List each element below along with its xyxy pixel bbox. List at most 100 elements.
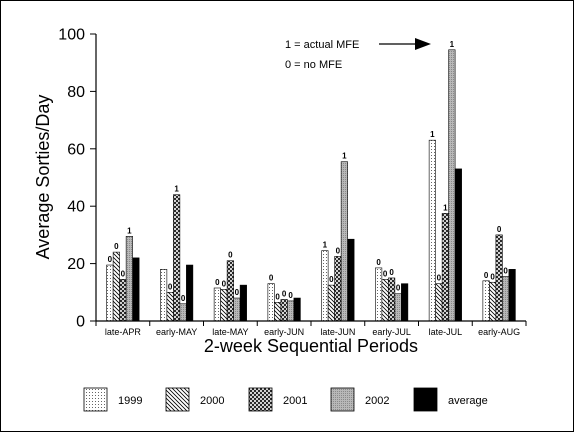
bar-label-2002-late-MAY: 0: [235, 288, 240, 297]
y-tick-label: 20: [67, 256, 85, 273]
bar-1999-late-JUN: [321, 250, 329, 322]
bar-label-2001-early-JUL: 0: [389, 268, 394, 277]
bar-2001-early-JUN: [280, 299, 288, 322]
bar-2001-early-AUG: [495, 234, 503, 322]
bar-label-2000-late-JUN: 0: [329, 275, 334, 284]
legend-label-average: average: [448, 395, 488, 407]
bar-1999-early-MAY: [160, 269, 168, 322]
bar-average-late-APR: [132, 257, 140, 322]
bar-2002-late-JUL: [448, 49, 456, 322]
y-tick-label: 40: [67, 199, 85, 216]
legend-swatch-1999: [83, 387, 108, 412]
annotation-line-1: 1 = actual MFE: [285, 39, 359, 51]
legend-label-2000: 2000: [200, 395, 224, 407]
bar-average-late-JUN: [347, 238, 355, 322]
bar-2000-early-JUN: [274, 302, 282, 322]
legend-swatch-2002: [330, 387, 355, 412]
bar-1999-late-JUL: [428, 139, 436, 322]
bar-label-2000-early-MAY: 0: [168, 282, 173, 291]
bar-label-1999-early-JUL: 0: [376, 258, 381, 267]
bar-label-2001-early-AUG: 0: [497, 225, 502, 234]
bar-label-2001-late-APR: 0: [121, 269, 126, 278]
bar-average-early-MAY: [186, 264, 194, 322]
bar-2002-late-APR: [125, 236, 133, 322]
x-tick-label: early-JUN: [264, 327, 304, 337]
bar-2000-early-AUG: [489, 281, 497, 322]
bar-label-1999-late-JUL: 1: [430, 130, 435, 139]
bar-2001-early-MAY: [173, 194, 181, 322]
bar-label-2000-early-JUN: 0: [275, 292, 280, 301]
bar-2002-late-MAY: [233, 297, 241, 322]
bar-2002-early-MAY: [179, 303, 187, 322]
y-tick-label: 0: [76, 314, 85, 331]
bars-layer: [106, 49, 516, 322]
bar-1999-early-JUL: [375, 267, 383, 322]
bar-1999-late-APR: [106, 264, 114, 322]
bar-label-2000-late-APR: 0: [114, 242, 119, 251]
y-tick-label: 100: [58, 27, 85, 44]
bar-2001-late-JUN: [334, 256, 342, 322]
bar-label-2002-late-APR: 1: [127, 226, 132, 235]
x-tick-label: late-APR: [105, 327, 142, 337]
y-ticks: 0 20 40 60 80 100: [58, 27, 96, 331]
bar-label-2002-early-AUG: 0: [503, 267, 508, 276]
bar-average-late-JUL: [454, 168, 462, 322]
bar-1999-late-MAY: [213, 287, 221, 322]
legend-swatch-average: [413, 387, 438, 412]
x-tick-label: late-MAY: [212, 327, 248, 337]
bar-label-2000-early-JUL: 0: [383, 269, 388, 278]
bar-2000-late-JUN: [327, 284, 335, 322]
x-tick-label: late-JUL: [429, 327, 463, 337]
x-axis-title: 2-week Sequential Periods: [204, 336, 418, 356]
annotation: 1 = actual MFE 0 = no MFE: [285, 38, 431, 71]
bar-label-1999-late-MAY: 0: [215, 278, 220, 287]
x-tick-label: early-MAY: [156, 327, 197, 337]
bar-2001-late-MAY: [226, 260, 234, 322]
bar-label-2001-early-JUN: 0: [282, 289, 287, 298]
bar-2000-late-APR: [112, 251, 120, 322]
bar-label-2001-late-JUL: 1: [443, 203, 448, 212]
bar-1999-early-AUG: [482, 280, 490, 322]
bar-2002-early-JUN: [287, 300, 295, 322]
y-axis-title: Average Sorties/Day: [33, 95, 53, 260]
bar-2001-late-APR: [119, 279, 127, 322]
legend-label-1999: 1999: [118, 395, 142, 407]
bar-label-2002-early-JUL: 0: [396, 284, 401, 293]
y-tick-label: 60: [67, 141, 85, 158]
y-tick-label: 80: [67, 84, 85, 101]
legend-swatch-2001: [248, 387, 273, 412]
legend-label-2001: 2001: [283, 395, 307, 407]
bar-label-2000-early-AUG: 0: [490, 272, 495, 281]
x-tick-label: late-JUN: [320, 327, 355, 337]
bar-label-2001-late-MAY: 0: [228, 251, 233, 260]
bar-2001-early-JUL: [388, 277, 396, 322]
bar-2002-late-JUN: [340, 161, 348, 322]
bar-2002-early-AUG: [502, 276, 510, 322]
annotation-line-2: 0 = no MFE: [285, 59, 342, 71]
legend: 1999 2000 2001 2002 average: [83, 387, 488, 412]
bar-label-2002-late-JUN: 1: [342, 152, 347, 161]
bar-average-early-JUL: [401, 283, 409, 322]
bar-2000-early-JUL: [381, 279, 389, 322]
bar-label-2002-early-JUN: 0: [288, 291, 293, 300]
bar-2000-late-JUL: [435, 283, 443, 322]
bar-2002-early-JUL: [394, 293, 402, 322]
bar-2001-late-JUL: [441, 213, 449, 322]
bar-label-2001-late-JUN: 0: [336, 246, 341, 255]
bar-label-1999-early-JUN: 0: [269, 274, 274, 283]
legend-swatch-2000: [165, 387, 190, 412]
bar-label-2002-early-MAY: 0: [181, 294, 186, 303]
legend-label-2002: 2002: [365, 395, 389, 407]
bar-2000-late-MAY: [220, 289, 228, 322]
x-tick-label: early-AUG: [478, 327, 520, 337]
bar-1999-early-JUN: [267, 283, 275, 322]
x-tick-label: early-JUL: [372, 327, 411, 337]
bar-label-1999-early-AUG: 0: [484, 271, 489, 280]
bar-average-early-AUG: [508, 269, 516, 322]
bar-label-1999-late-JUN: 1: [323, 241, 328, 250]
x-ticks: late-APR early-MAY late-MAY early-JUN late-J…: [95, 321, 527, 337]
bar-label-2000-late-MAY: 0: [222, 279, 227, 288]
